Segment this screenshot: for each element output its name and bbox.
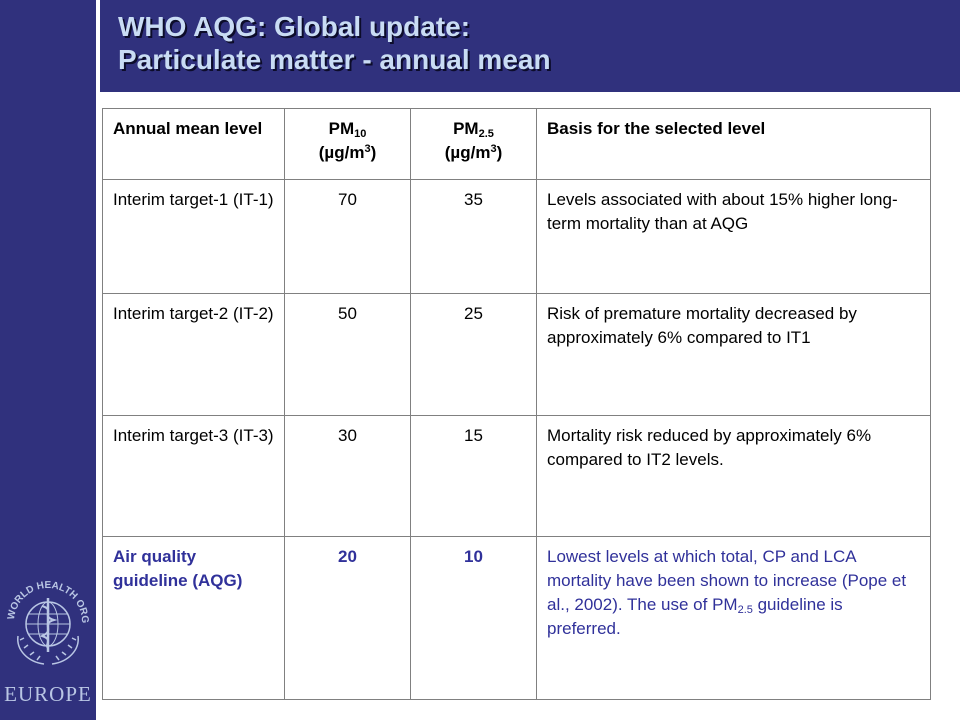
who-emblem-icon: WORLD HEALTH ORGANIZATION	[4, 578, 90, 665]
aqg-pm10-cell: 20	[284, 536, 411, 700]
pm25-cell: 15	[410, 415, 537, 537]
header-basis: Basis for the selected level	[536, 108, 931, 180]
level-cell: Interim target-2 (IT-2)	[102, 293, 285, 416]
level-cell: Interim target-1 (IT-1)	[102, 179, 285, 294]
pm10-cell: 50	[284, 293, 411, 416]
basis-cell: Risk of premature mortality decreased by…	[536, 293, 931, 416]
region-label: EUROPE	[4, 682, 92, 706]
header-pm25: PM2.5 (µg/m3)	[410, 108, 537, 180]
pm25-cell: 25	[410, 293, 537, 416]
header-pm10: PM10 (µg/m3)	[284, 108, 411, 180]
table-row: Interim target-3 (IT-3) 30 15 Mortality …	[102, 415, 931, 537]
slide-title: WHO AQG: Global update: Particulate matt…	[118, 10, 551, 76]
table-row: Interim target-1 (IT-1) 70 35 Levels ass…	[102, 179, 931, 294]
title-line-2: Particulate matter - annual mean	[118, 44, 551, 75]
basis-cell: Levels associated with about 15% higher …	[536, 179, 931, 294]
pm10-cell: 30	[284, 415, 411, 537]
aqg-level-cell: Air quality guideline (AQG)	[102, 536, 285, 700]
title-line-1: WHO AQG: Global update:	[118, 11, 471, 42]
table-row: Interim target-2 (IT-2) 50 25 Risk of pr…	[102, 293, 931, 416]
aqg-basis-cell: Lowest levels at which total, CP and LCA…	[536, 536, 931, 700]
basis-cell: Mortality risk reduced by approximately …	[536, 415, 931, 537]
pm25-cell: 35	[410, 179, 537, 294]
table-row-aqg: Air quality guideline (AQG) 20 10 Lowest…	[102, 536, 931, 700]
header-annual-mean-level: Annual mean level	[102, 108, 285, 180]
who-logo: WORLD HEALTH ORGANIZATION	[4, 578, 92, 714]
level-cell: Interim target-3 (IT-3)	[102, 415, 285, 537]
table-header-row: Annual mean level PM10 (µg/m3) PM2.5 (µg…	[102, 108, 931, 180]
pm-guideline-table: Annual mean level PM10 (µg/m3) PM2.5 (µg…	[102, 108, 931, 700]
pm10-cell: 70	[284, 179, 411, 294]
title-bar	[100, 0, 960, 92]
aqg-pm25-cell: 10	[410, 536, 537, 700]
